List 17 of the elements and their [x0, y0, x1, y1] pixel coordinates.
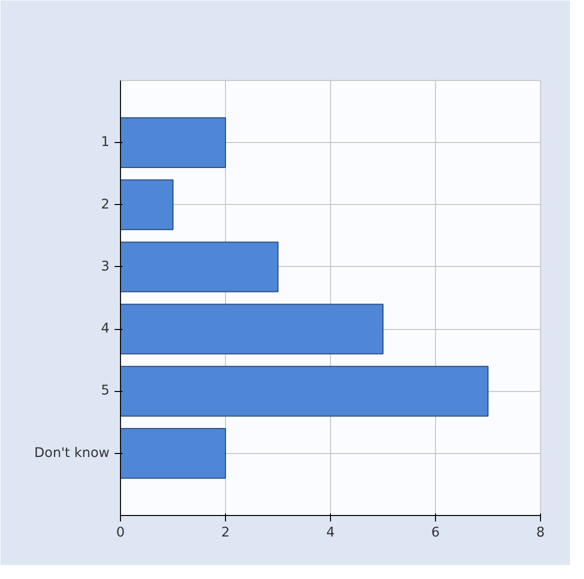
bar	[120, 242, 278, 292]
x-tick-label: 2	[221, 526, 230, 540]
bar	[120, 117, 226, 168]
y-tick-label: 5	[101, 384, 110, 399]
x-tick-label: 0	[116, 526, 125, 540]
x-tick-label: 8	[536, 526, 545, 540]
y-tick-label: 3	[101, 259, 110, 274]
bar	[120, 428, 226, 479]
bar	[120, 179, 174, 230]
y-tick-label: Don't know	[34, 446, 110, 461]
x-tick-label: 6	[431, 526, 440, 540]
x-tick-label: 4	[326, 526, 335, 540]
y-tick-label: 1	[101, 135, 110, 150]
y-tick-label: 4	[101, 322, 110, 337]
bar	[120, 366, 488, 417]
bar	[120, 304, 384, 354]
y-tick-label: 2	[101, 197, 110, 212]
